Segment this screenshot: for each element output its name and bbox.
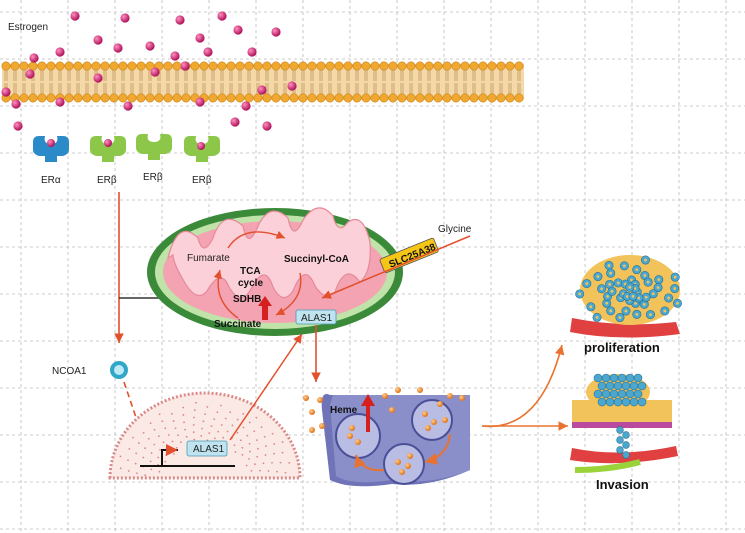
succinyl-coa-label: Succinyl-CoA: [284, 254, 349, 265]
alas1-gene-box: [186, 440, 228, 457]
er-beta-label-3: ERβ: [192, 175, 212, 186]
ncoa1-molecule: [110, 361, 128, 379]
invasion-label: Invasion: [596, 477, 649, 492]
alas1-gene-label: ALAS1: [193, 444, 225, 455]
proliferation-label: proliferation: [584, 340, 660, 355]
heme-label: Heme: [330, 405, 358, 416]
outcome-arrows: [481, 344, 568, 431]
estrogen-molecules: [1, 11, 297, 131]
fumarate-label: Fumarate: [187, 253, 230, 264]
tca-label-line2: cycle: [238, 278, 263, 289]
er-beta-receptor-2: [136, 134, 172, 160]
succinate-label: Succinate: [214, 319, 262, 330]
er-beta-label-2: ERβ: [143, 172, 163, 183]
cell-membrane: [1, 61, 524, 103]
estrogen-label: Estrogen: [8, 22, 48, 33]
alas1-mito-label: ALAS1: [301, 313, 333, 324]
nucleus: [108, 391, 302, 480]
mitochondrion: [147, 207, 403, 336]
gene-promoter: [140, 444, 235, 467]
er-beta-receptor-1: [90, 136, 126, 162]
tca-label-line1: TCA: [240, 266, 261, 277]
alas1-expression-arrow: [229, 333, 303, 441]
glycine-label: Glycine: [438, 224, 472, 235]
heme-cycle-arrows: [354, 433, 451, 472]
proliferation-illustration: [570, 255, 682, 338]
glycine-arrow: [321, 235, 471, 299]
heme-molecules: [303, 387, 465, 475]
ncoa1-label: NCOA1: [52, 366, 87, 377]
invasion-illustration: [570, 373, 678, 473]
sdhb-label: SDHB: [233, 294, 261, 305]
er-alpha-receptor: [33, 136, 69, 162]
succinate-up-arrow: [258, 296, 272, 320]
tca-cycle-arrows: [213, 230, 302, 319]
alas1-mito-box: [295, 309, 337, 325]
heme-up-arrow: [361, 394, 375, 432]
er-beta-label-1: ERβ: [97, 175, 117, 186]
er-beta-receptor-3: [184, 136, 220, 162]
er-alpha-label: ERα: [41, 175, 61, 186]
